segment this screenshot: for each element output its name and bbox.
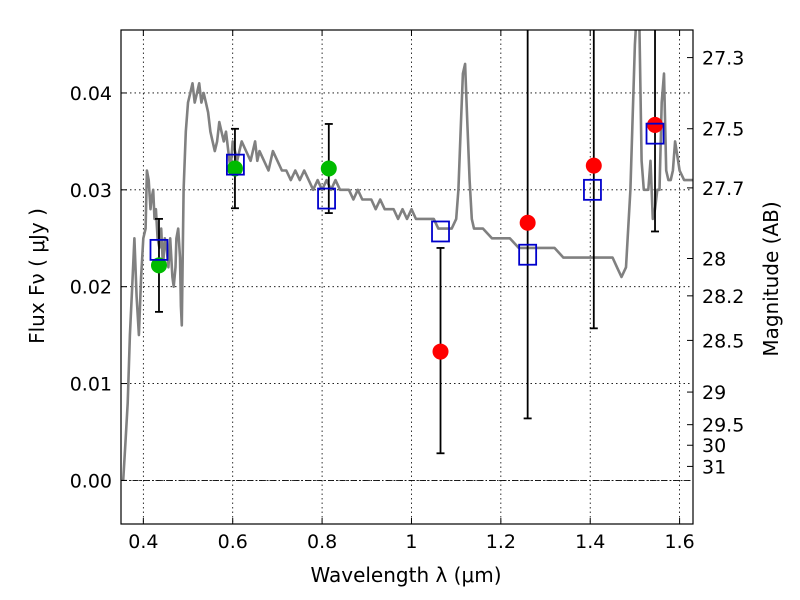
model-photometry-square <box>431 220 450 243</box>
photometry-markers <box>149 116 665 360</box>
model-photometry-square <box>583 178 602 201</box>
right-tick-label: 30 <box>702 435 726 457</box>
right-tick-label: 29.5 <box>702 415 744 437</box>
y-tick-label: 0.00 <box>70 470 112 492</box>
right-tick-label: 27.3 <box>702 48 744 70</box>
right-tick-label: 31 <box>702 456 726 478</box>
x-tick-label: 1 <box>405 531 417 553</box>
right-tick-label: 28.2 <box>702 286 744 308</box>
right-tick-label: 28 <box>702 249 726 271</box>
x-tick-label: 1.2 <box>486 531 516 553</box>
x-axis-title: Wavelength λ (μm) <box>310 563 501 587</box>
model-photometry-square <box>317 187 336 210</box>
model-photometry-square <box>149 238 169 261</box>
model-photometry-square <box>645 122 665 145</box>
model-photometry-square <box>518 243 538 266</box>
observed-flux-point <box>150 257 167 274</box>
y-tick-label: 0.03 <box>70 180 112 202</box>
x-axis-ticks: 0.4 0.6 0.8 1 1.2 1.4 1.6 <box>128 30 695 553</box>
plot-frame <box>120 29 694 525</box>
x-tick-label: 1.4 <box>575 531 605 553</box>
y-axis-ticks: 0.00 0.01 0.02 0.03 0.04 <box>70 83 127 492</box>
observed-flux-point <box>432 343 449 360</box>
observed-flux-point <box>519 214 536 231</box>
y-tick-label: 0.02 <box>70 277 112 299</box>
right-tick-label: 29 <box>702 382 726 404</box>
y-axis-title: Flux Fν ( μJy ) <box>25 208 49 344</box>
y-tick-label: 0.01 <box>70 374 112 396</box>
observed-flux-point <box>647 116 664 133</box>
observed-flux-point <box>585 157 602 174</box>
x-tick-label: 0.4 <box>128 531 158 553</box>
y-tick-label: 0.04 <box>70 83 112 105</box>
x-tick-label: 1.6 <box>664 531 694 553</box>
right-tick-label: 28.5 <box>702 330 744 352</box>
x-tick-label: 0.8 <box>307 531 337 553</box>
right-tick-label: 27.7 <box>702 178 744 200</box>
x-tick-label: 0.6 <box>218 531 248 553</box>
model-photometry-square <box>225 153 245 176</box>
right-axis-title: Magnitude (AB) <box>759 201 783 356</box>
observed-flux-point <box>320 160 337 177</box>
right-tick-label: 27.5 <box>702 119 744 141</box>
